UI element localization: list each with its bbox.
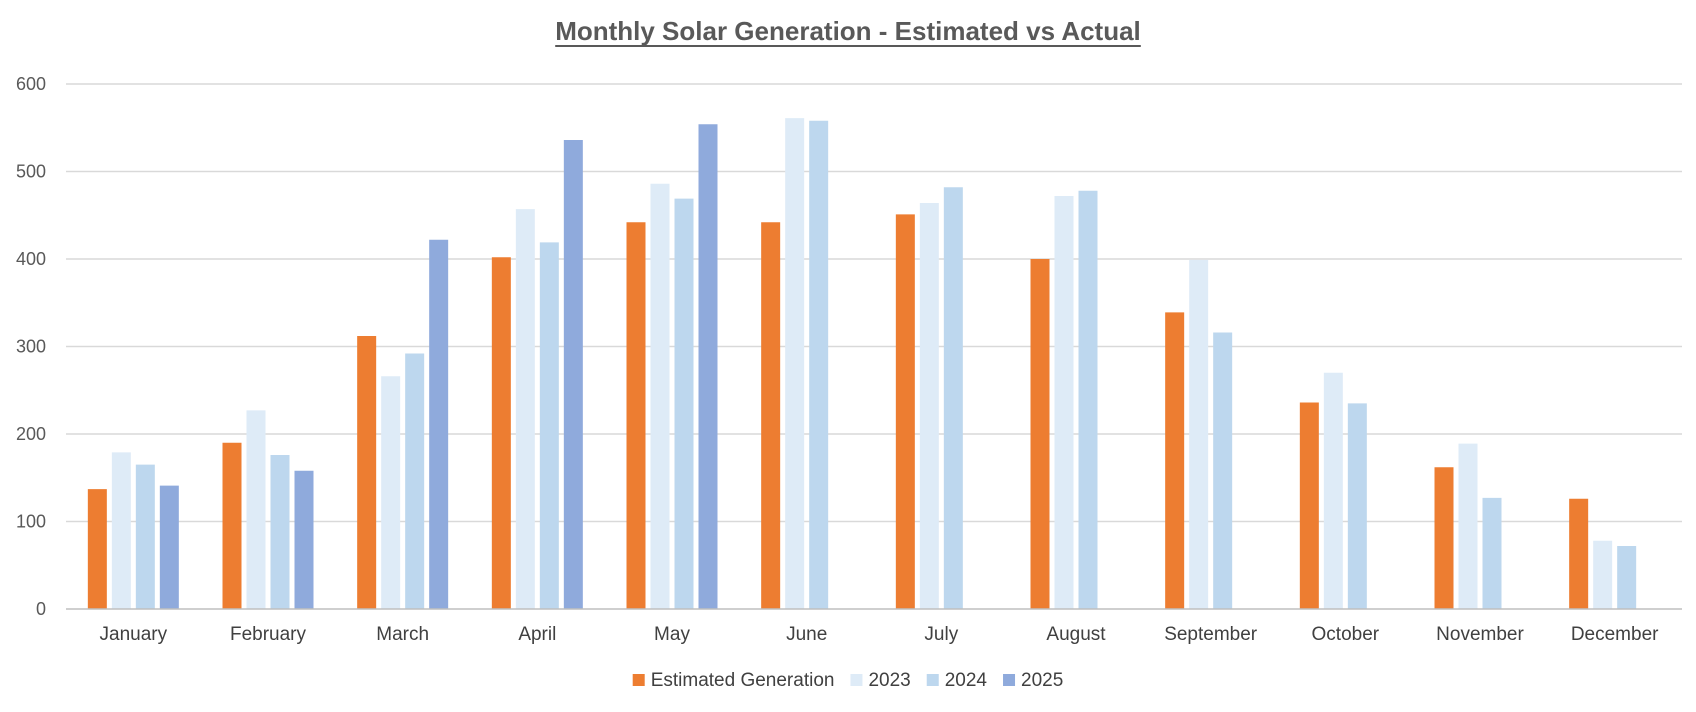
- bar-2025-april: [563, 140, 583, 609]
- x-tick-label: October: [1312, 624, 1380, 645]
- x-tick-label: August: [1046, 624, 1106, 645]
- bar-estimated-generation-september: [1165, 312, 1185, 609]
- bar-2023-may: [650, 183, 670, 609]
- legend-item: Estimated Generation: [632, 670, 835, 691]
- bar-2023-march: [381, 376, 401, 609]
- bar-estimated-generation-august: [1030, 259, 1050, 609]
- y-tick-label: 400: [16, 249, 46, 269]
- bar-2023-july: [919, 203, 939, 609]
- y-tick-label: 0: [36, 599, 46, 619]
- bar-2023-december: [1593, 540, 1613, 609]
- y-tick-label: 100: [16, 512, 46, 532]
- x-axis-labels: January February March April May June July Augu…: [100, 624, 1660, 645]
- legend: Estimated Generation 2023 2024 2025: [632, 670, 1063, 691]
- gridlines: [66, 83, 1682, 523]
- y-tick-label: 300: [16, 337, 46, 357]
- x-tick-label: May: [654, 624, 690, 645]
- bar-2024-may: [674, 198, 694, 609]
- legend-item: 2024: [926, 670, 988, 691]
- legend-label: 2023: [868, 670, 910, 691]
- bar-estimated-generation-january: [87, 489, 107, 609]
- bar-2023-november: [1458, 443, 1478, 609]
- legend-swatch: [926, 674, 939, 686]
- x-tick-label: March: [376, 624, 429, 645]
- x-tick-label: December: [1571, 624, 1659, 645]
- y-tick-label: 600: [16, 74, 46, 94]
- x-tick-label: February: [230, 624, 307, 645]
- x-tick-label: June: [786, 624, 827, 645]
- bar-2024-november: [1482, 497, 1502, 609]
- bar-2023-june: [785, 118, 805, 609]
- legend-label: 2024: [945, 670, 988, 691]
- legend-label: Estimated Generation: [651, 670, 835, 691]
- bar-estimated-generation-july: [895, 214, 915, 609]
- bar-2024-february: [270, 455, 290, 609]
- legend-swatch: [1003, 674, 1016, 686]
- bar-estimated-generation-may: [626, 222, 646, 609]
- bar-2025-january: [159, 485, 179, 609]
- legend-swatch: [632, 674, 645, 686]
- bar-2023-january: [111, 452, 131, 609]
- y-tick-label: 200: [16, 424, 46, 444]
- bars: [87, 118, 1637, 609]
- bar-2023-october: [1323, 372, 1343, 609]
- bar-2023-september: [1189, 259, 1209, 609]
- bar-2024-january: [135, 464, 155, 609]
- bar-2024-august: [1078, 190, 1098, 609]
- bar-2025-march: [429, 239, 449, 609]
- bar-estimated-generation-october: [1299, 402, 1319, 609]
- y-axis-ticks: 0 100 200 300 400 500 600: [16, 74, 46, 619]
- legend-label: 2025: [1021, 670, 1063, 691]
- bar-estimated-generation-december: [1569, 498, 1589, 609]
- bar-2024-april: [539, 242, 559, 609]
- legend-item: 2023: [850, 670, 911, 691]
- bar-2023-august: [1054, 196, 1074, 609]
- x-tick-label: November: [1436, 624, 1524, 645]
- bar-2024-march: [405, 353, 425, 609]
- bar-estimated-generation-february: [222, 442, 242, 609]
- bar-estimated-generation-november: [1434, 467, 1454, 609]
- x-tick-label: April: [518, 624, 556, 645]
- x-tick-label: September: [1164, 624, 1258, 645]
- bar-estimated-generation-march: [357, 336, 377, 609]
- bar-2024-june: [809, 120, 829, 609]
- x-tick-label: January: [100, 624, 168, 645]
- bar-2024-july: [943, 187, 963, 609]
- bar-2023-april: [515, 209, 535, 609]
- bar-estimated-generation-april: [491, 257, 511, 609]
- chart-title: Monthly Solar Generation - Estimated vs …: [555, 16, 1141, 46]
- legend-swatch: [850, 674, 863, 686]
- x-tick-label: July: [924, 624, 958, 645]
- bar-2024-december: [1617, 546, 1637, 609]
- bar-2024-september: [1213, 332, 1233, 609]
- bar-2025-february: [294, 470, 314, 609]
- bar-2024-october: [1347, 403, 1367, 609]
- bar-2025-may: [698, 124, 718, 609]
- bar-2023-february: [246, 410, 266, 609]
- legend-item: 2025: [1003, 670, 1063, 691]
- bar-estimated-generation-june: [761, 222, 781, 609]
- y-tick-label: 500: [16, 162, 46, 182]
